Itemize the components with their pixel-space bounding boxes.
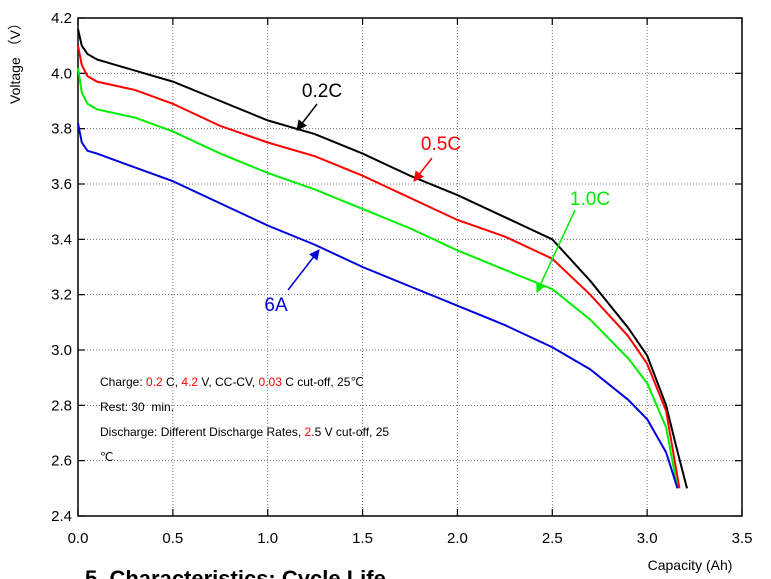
x-tick-label: 0.0 [68, 530, 89, 547]
legend-label: 0.5C [421, 134, 461, 155]
x-tick-label: 1.5 [352, 530, 373, 547]
legend-label: 1.0C [570, 189, 610, 210]
note-segment: Rest: 30 min. [100, 400, 174, 414]
label-arrow [413, 157, 433, 182]
series-line [77, 45, 681, 489]
y-tick-label: 3.8 [51, 121, 72, 138]
label-arrow [536, 209, 576, 293]
note-segment: C cut-off, 25℃ [282, 375, 364, 389]
note-segment: Discharge: Different Discharge Rates, [100, 425, 305, 439]
x-tick-label: 0.5 [162, 530, 183, 547]
legend-label: 6A [264, 295, 288, 316]
note-segment: ℃ [100, 450, 113, 464]
x-tick-label: 2.0 [447, 530, 468, 547]
label-arrow [287, 249, 320, 291]
y-tick-label: 4.0 [51, 65, 72, 82]
y-tick-label: 3.2 [51, 287, 72, 304]
y-tick-label: 3.0 [51, 342, 72, 359]
note-line: ℃ [100, 450, 113, 464]
note-line: Discharge: Different Discharge Rates, 2.… [100, 425, 389, 439]
note-segment: 0.2 [146, 375, 163, 389]
note-segment: 2 [305, 425, 312, 439]
note-line: Charge: 0.2 C, 4.2 V, CC-CV, 0.03 C cut-… [100, 375, 364, 389]
note-segment: C, [163, 375, 182, 389]
y-tick-label: 2.8 [51, 397, 72, 414]
note-line: Rest: 30 min. [100, 400, 174, 414]
y-tick-label: 3.6 [51, 176, 72, 193]
note-segment: .5 V cut-off, 25 [311, 425, 389, 439]
legend-label: 0.2C [302, 81, 342, 102]
series-line [77, 28, 688, 489]
y-tick-label: 2.6 [51, 453, 72, 470]
x-axis-title: Capacity (Ah) [648, 557, 733, 573]
footer-heading: 5. Characteristics: Cycle Life [85, 566, 386, 579]
x-tick-label: 3.0 [637, 530, 658, 547]
note-segment: Charge: [100, 375, 146, 389]
x-tick-label: 2.5 [542, 530, 563, 547]
y-tick-label: 3.4 [51, 231, 72, 248]
x-tick-label: 3.5 [732, 530, 753, 547]
plot-frame [77, 17, 743, 517]
series-line [77, 122, 679, 489]
note-segment: 4.2 [181, 375, 198, 389]
note-segment: 0.03 [259, 375, 283, 389]
series-line [77, 67, 679, 489]
label-arrow [296, 103, 318, 131]
x-tick-label: 1.0 [257, 530, 278, 547]
y-axis-title: Voltage （V） [7, 16, 23, 104]
note-segment: V, CC-CV, [198, 375, 258, 389]
y-tick-label: 4.2 [51, 10, 72, 27]
y-tick-label: 2.4 [51, 508, 72, 525]
